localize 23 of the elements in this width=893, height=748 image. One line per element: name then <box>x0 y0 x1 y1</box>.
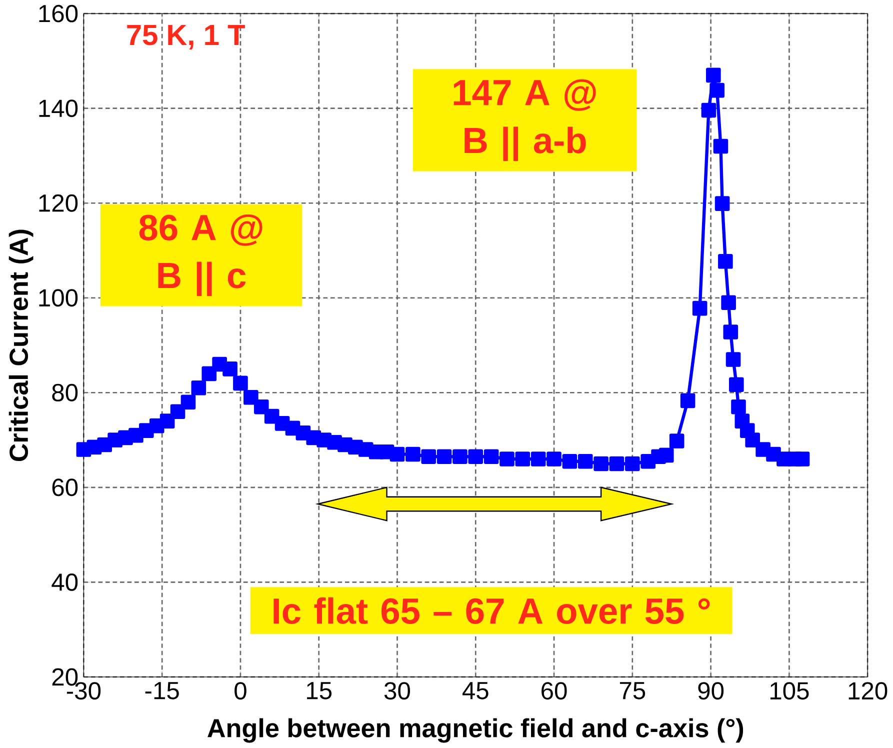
x-tick-label: 120 <box>848 682 888 700</box>
x-tick-label: 15 <box>307 682 332 700</box>
y-tick-label: 40 <box>52 574 78 592</box>
y-tick-label: 160 <box>39 5 78 23</box>
x-axis-title: Angle between magnetic field and c-axis (°) <box>208 718 744 743</box>
y-tick-label: 80 <box>52 384 78 402</box>
x-tick-label: 75 <box>620 682 646 700</box>
x-tick-label: -15 <box>145 682 179 700</box>
x-tick-label: 60 <box>542 682 567 700</box>
y-tick-label: 140 <box>39 100 78 118</box>
x-tick-label: 0 <box>234 682 246 700</box>
x-tick-label: 90 <box>698 682 724 700</box>
y-tick-label: 120 <box>39 194 78 212</box>
y-tick-label: 100 <box>39 289 78 307</box>
annotation: 75 K, 1 T <box>127 25 245 50</box>
x-tick-label: 30 <box>384 682 410 700</box>
annotation: Ic flat 65 – 67 A over 55 ° <box>274 598 710 624</box>
y-axis-title: Critical Current (A) <box>8 230 34 462</box>
x-tick-label: 105 <box>770 682 809 700</box>
x-tick-label: 45 <box>462 682 488 700</box>
y-tick-label: 60 <box>52 478 78 496</box>
annotation: 147 A @ B || a-b <box>454 80 596 162</box>
annotation: 86 A @ B || c <box>139 214 262 296</box>
